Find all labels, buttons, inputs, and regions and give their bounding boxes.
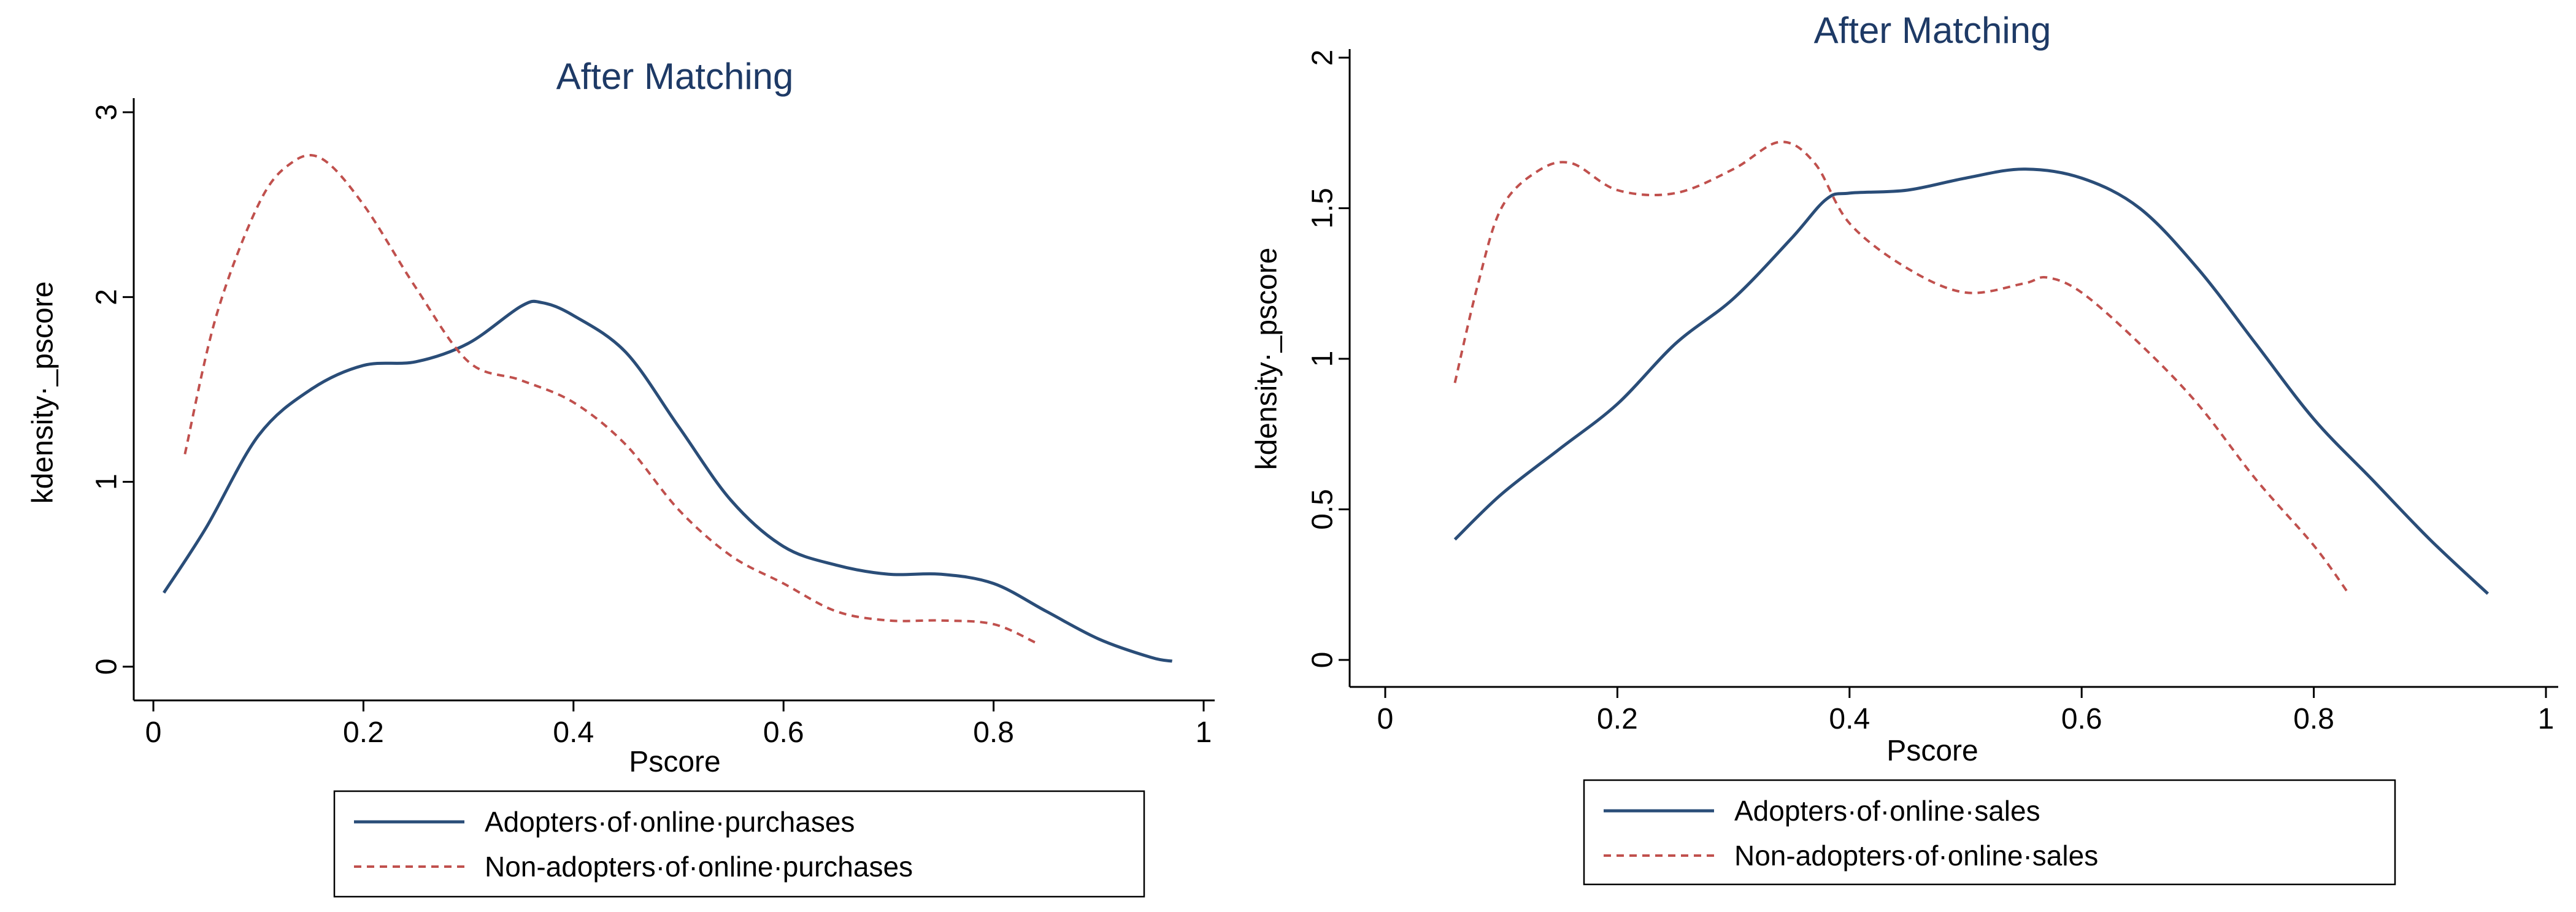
y-tick-label: 1 bbox=[1307, 351, 1339, 367]
x-tick-label: 0.6 bbox=[2061, 703, 2102, 735]
x-axis-label: Pscore bbox=[1886, 735, 1978, 767]
x-tick-label: 0 bbox=[1377, 703, 1394, 735]
y-tick-label: 3 bbox=[91, 104, 123, 121]
y-axis-label: kdensity·_pscore bbox=[27, 282, 60, 504]
x-tick-label: 0.6 bbox=[763, 716, 804, 749]
chart-2: After Matching 0 0.5 1 1.5 2 0 0.2 0.4 0.6 0.8 1 Psc… bbox=[1251, 10, 2558, 886]
series-line-non-adopters bbox=[183, 154, 1036, 644]
x-axis-label: Pscore bbox=[629, 746, 720, 778]
legend-label: Adopters·of·online·purchases bbox=[485, 806, 855, 838]
y-tick-label: 0 bbox=[91, 659, 123, 675]
y-tick-label: 1.5 bbox=[1307, 188, 1339, 229]
legend-label: Adopters·of·online·sales bbox=[1734, 795, 2040, 827]
y-axis-label: kdensity·_pscore bbox=[1251, 248, 1283, 470]
x-tick-label: 1 bbox=[1196, 716, 1212, 749]
x-tick-label: 0.2 bbox=[1597, 703, 1638, 735]
chart-title: After Matching bbox=[1814, 10, 2051, 51]
x-tick-label: 0.4 bbox=[553, 716, 594, 749]
x-tick-label: 0.2 bbox=[343, 716, 384, 749]
legend: Adopters·of·online·sales Non-adopters·of·… bbox=[1583, 779, 2396, 886]
y-tick-label: 0 bbox=[1307, 652, 1339, 669]
x-tick-label: 0.4 bbox=[1829, 703, 1870, 735]
x-tick-label: 0 bbox=[145, 716, 162, 749]
chart-1: After Matching 0 1 2 3 0 0.2 0.4 0.6 0.8 1 Pscore kd… bbox=[27, 56, 1215, 898]
series-line-adopters bbox=[1453, 167, 2489, 595]
series-line-adopters bbox=[163, 299, 1173, 663]
y-tick-label: 2 bbox=[1307, 50, 1339, 66]
y-tick-label: 2 bbox=[91, 289, 123, 305]
legend-label: Non-adopters·of·online·purchases bbox=[485, 851, 913, 883]
x-tick-label: 0.8 bbox=[2293, 703, 2334, 735]
legend: Adopters·of·online·purchases Non-adopters… bbox=[333, 790, 1145, 898]
x-tick-label: 1 bbox=[2538, 703, 2555, 735]
legend-box bbox=[333, 790, 1145, 898]
y-tick-label: 0.5 bbox=[1307, 489, 1339, 530]
chart-title: After Matching bbox=[556, 56, 794, 97]
legend-label: Non-adopters·of·online·sales bbox=[1734, 840, 2098, 872]
y-tick-label: 1 bbox=[91, 473, 123, 490]
legend-box bbox=[1583, 779, 2396, 886]
x-tick-label: 0.8 bbox=[973, 716, 1014, 749]
series-line-non-adopters bbox=[1453, 140, 2350, 595]
